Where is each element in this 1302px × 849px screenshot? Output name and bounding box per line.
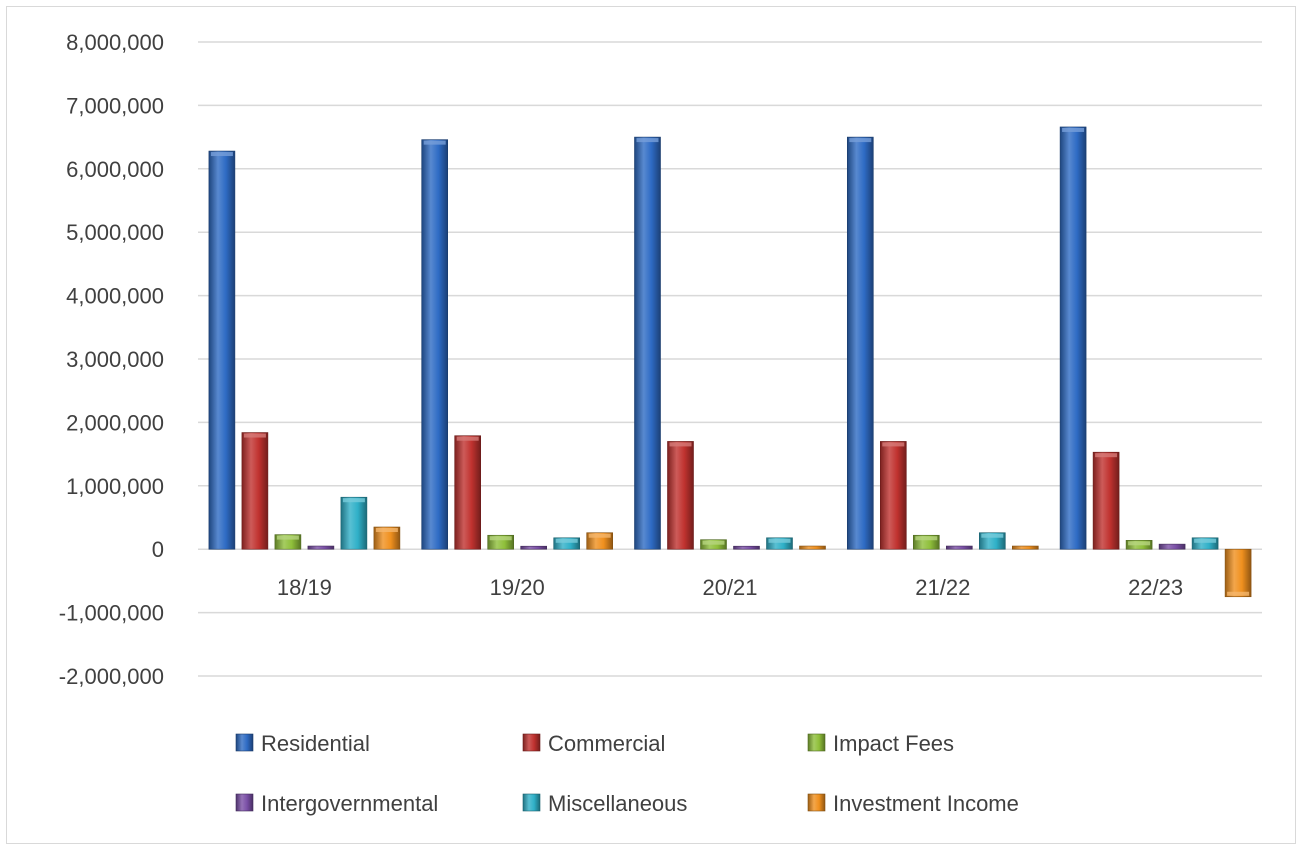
legend-label: Commercial <box>548 731 665 756</box>
bar-residential-1 <box>421 139 449 550</box>
bar-residential-4 <box>1059 126 1087 550</box>
x-tick-label: 20/21 <box>702 575 757 600</box>
legend-label: Investment Income <box>833 791 1019 816</box>
bar-intergovernmental-0 <box>307 545 335 550</box>
bar-cap <box>489 536 512 541</box>
y-axis-tick-labels: 8,000,000 7,000,000 6,000,000 5,000,000 4,00… <box>59 30 164 689</box>
bar-cap <box>423 140 446 145</box>
legend-swatch <box>235 793 254 812</box>
bars <box>208 126 1252 598</box>
bar-miscellaneous-2 <box>766 537 793 550</box>
x-tick-label: 22/23 <box>1128 575 1183 600</box>
bar-cap <box>1128 541 1151 546</box>
bar-cap <box>1194 538 1217 543</box>
bar-cap <box>1095 453 1118 458</box>
y-tick-label: 0 <box>152 537 164 562</box>
legend: Residential Commercial Impact Fees Intergov… <box>235 731 1019 816</box>
y-tick-label: 5,000,000 <box>66 220 164 245</box>
bar-miscellaneous-1 <box>553 537 581 550</box>
bar-intergovernmental-3 <box>945 545 973 550</box>
bar-cap <box>915 536 938 541</box>
legend-label: Impact Fees <box>833 731 954 756</box>
bar-cap <box>210 152 233 157</box>
bar-cap <box>555 538 578 543</box>
bar-cap <box>1062 127 1085 132</box>
y-tick-label: -2,000,000 <box>59 664 164 689</box>
x-axis-tick-labels: 18/19 19/20 20/21 21/22 22/23 <box>277 575 1183 600</box>
bar-cap <box>882 442 905 447</box>
bar-residential-2 <box>634 136 661 550</box>
y-tick-label: 3,000,000 <box>66 347 164 372</box>
bar-cap <box>768 538 791 543</box>
bar-commercial-0 <box>241 432 269 550</box>
bar-investment-income-0 <box>373 526 401 550</box>
y-tick-label: -1,000,000 <box>59 601 164 626</box>
x-tick-label: 19/20 <box>490 575 545 600</box>
bar-miscellaneous-0 <box>340 496 368 550</box>
legend-swatch <box>807 733 826 752</box>
bar-cap <box>456 436 479 441</box>
bar-investment-income-2 <box>799 545 826 550</box>
bar-cap <box>981 533 1004 538</box>
bar-commercial-3 <box>879 441 907 550</box>
bar-intergovernmental-1 <box>520 545 548 550</box>
x-tick-label: 18/19 <box>277 575 332 600</box>
bar-cap <box>342 498 365 503</box>
bar-residential-3 <box>846 136 874 550</box>
legend-label: Miscellaneous <box>548 791 687 816</box>
x-tick-label: 21/22 <box>915 575 970 600</box>
bar-investment-income-4 <box>1224 548 1252 598</box>
legend-label: Residential <box>261 731 370 756</box>
bar-commercial-4 <box>1092 451 1120 550</box>
bar-cap <box>849 138 872 143</box>
bar-commercial-1 <box>454 435 482 550</box>
y-tick-label: 6,000,000 <box>66 157 164 182</box>
bar-cap <box>243 433 266 438</box>
legend-label: Intergovernmental <box>261 791 438 816</box>
bar-residential-0 <box>208 150 236 550</box>
bar-investment-income-3 <box>1011 545 1039 550</box>
y-tick-label: 1,000,000 <box>66 474 164 499</box>
legend-swatch <box>807 793 826 812</box>
bar-cap <box>588 533 611 538</box>
bar-cap <box>1227 591 1250 596</box>
legend-swatch <box>235 733 254 752</box>
bar-cap <box>375 528 398 533</box>
y-tick-label: 7,000,000 <box>66 93 164 118</box>
legend-swatch <box>522 733 541 752</box>
y-tick-label: 8,000,000 <box>66 30 164 55</box>
bar-intergovernmental-4 <box>1158 543 1186 550</box>
y-tick-label: 4,000,000 <box>66 284 164 309</box>
bar-commercial-2 <box>667 441 694 550</box>
bar-miscellaneous-4 <box>1191 537 1219 550</box>
legend-swatch <box>522 793 541 812</box>
bar-cap <box>636 138 659 143</box>
bar-cap <box>669 442 692 447</box>
y-tick-label: 2,000,000 <box>66 410 164 435</box>
bar-intergovernmental-2 <box>733 545 760 550</box>
bar-cap <box>702 540 725 545</box>
bar-cap <box>276 535 299 540</box>
